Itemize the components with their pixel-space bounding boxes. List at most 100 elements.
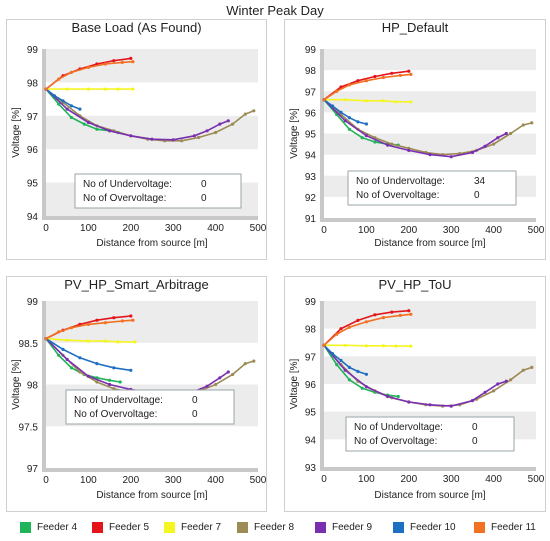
data-point xyxy=(509,378,513,382)
data-point xyxy=(364,385,368,389)
data-point xyxy=(129,56,133,61)
data-point xyxy=(103,87,107,91)
legend-swatch xyxy=(474,521,485,533)
data-point xyxy=(86,87,90,91)
data-point xyxy=(330,104,335,108)
data-point xyxy=(409,344,413,348)
data-point xyxy=(129,368,133,372)
y-tick-label: 95 xyxy=(27,179,39,190)
data-point xyxy=(57,353,61,357)
data-point xyxy=(335,363,339,367)
data-point xyxy=(205,129,209,133)
data-point xyxy=(364,122,368,126)
x-tick-label: 200 xyxy=(122,475,139,486)
data-point xyxy=(61,99,65,103)
y-tick-label: 98 xyxy=(305,66,317,77)
y-axis-label: Voltage [%] xyxy=(11,359,22,410)
summary-label: No of Overvoltage: xyxy=(354,436,437,447)
data-point xyxy=(483,390,487,394)
legend-label: Feeder 11 xyxy=(491,521,536,533)
data-point xyxy=(129,314,133,318)
legend-item: Feeder 10 xyxy=(393,517,456,537)
x-tick-label: 400 xyxy=(207,475,224,486)
data-point xyxy=(112,387,116,391)
data-point xyxy=(360,386,364,390)
y-tick-label: 94 xyxy=(27,212,39,223)
series-feeder-11 xyxy=(322,72,413,102)
summary-label: No of Overvoltage: xyxy=(83,193,166,204)
y-tick-label: 91 xyxy=(305,214,317,225)
data-point xyxy=(335,332,339,336)
x-tick-label: 100 xyxy=(80,475,97,486)
summary-label: No of Overvoltage: xyxy=(74,409,157,420)
series-feeder-11 xyxy=(322,312,413,347)
series-line xyxy=(45,337,135,343)
y-tick-label: 96 xyxy=(305,380,317,391)
data-point xyxy=(492,389,496,393)
data-point xyxy=(103,321,107,325)
y-tick-label: 93 xyxy=(305,172,317,183)
data-point xyxy=(205,384,209,388)
data-point xyxy=(108,378,112,382)
data-point xyxy=(131,87,135,91)
data-point xyxy=(61,347,65,351)
data-point xyxy=(504,131,508,136)
series-line xyxy=(323,70,409,101)
data-point xyxy=(347,127,351,131)
legend-item: Feeder 4 xyxy=(20,517,77,537)
summary-value: 0 xyxy=(192,395,198,406)
data-point xyxy=(322,343,326,347)
grid-band xyxy=(324,49,536,71)
data-point xyxy=(197,135,201,140)
legend-label: Feeder 8 xyxy=(254,521,295,533)
series-line xyxy=(323,309,409,346)
x-tick-label: 300 xyxy=(443,474,460,485)
data-point xyxy=(57,102,61,106)
series-feeder-7 xyxy=(322,343,413,348)
data-point xyxy=(381,344,385,348)
data-point xyxy=(214,382,218,387)
data-point xyxy=(116,340,120,344)
summary-value: 34 xyxy=(474,176,486,187)
data-point xyxy=(95,318,99,322)
legend-swatch xyxy=(20,521,31,533)
summary-label: No of Undervoltage: xyxy=(74,395,163,406)
data-point xyxy=(44,87,48,91)
summary-value: 0 xyxy=(201,193,207,204)
series-feeder-9 xyxy=(44,87,230,142)
data-point xyxy=(57,77,61,81)
data-point xyxy=(347,83,351,87)
legend-label: Feeder 4 xyxy=(37,521,78,533)
data-point xyxy=(231,122,235,126)
data-point xyxy=(86,339,90,343)
y-axis-label: Voltage [%] xyxy=(11,107,22,158)
y-tick-label: 98 xyxy=(27,78,39,89)
summary-value: 0 xyxy=(474,190,480,201)
data-point xyxy=(398,313,402,317)
series-feeder-7 xyxy=(44,87,135,91)
data-point xyxy=(492,142,496,146)
data-point xyxy=(364,99,368,103)
x-axis-floor xyxy=(42,216,258,220)
x-tick-label: 500 xyxy=(528,225,545,236)
data-point xyxy=(373,74,377,79)
data-point xyxy=(394,100,398,104)
legend-item: Feeder 8 xyxy=(237,517,294,537)
x-tick-label: 300 xyxy=(443,225,460,236)
data-point xyxy=(118,380,122,384)
data-point xyxy=(86,120,90,125)
x-tick-label: 400 xyxy=(485,225,502,236)
data-point xyxy=(95,127,99,131)
grid-band xyxy=(46,115,258,150)
legend-label: Feeder 9 xyxy=(332,521,373,533)
data-point xyxy=(69,104,73,108)
legend-item: Feeder 9 xyxy=(315,517,372,537)
legend-swatch xyxy=(237,521,248,533)
data-point xyxy=(396,394,400,399)
data-point xyxy=(339,327,343,331)
data-point xyxy=(409,312,413,316)
legend-swatch xyxy=(164,521,175,533)
data-point xyxy=(112,59,116,63)
summary-label: No of Undervoltage: xyxy=(83,179,172,190)
data-point xyxy=(356,369,360,374)
